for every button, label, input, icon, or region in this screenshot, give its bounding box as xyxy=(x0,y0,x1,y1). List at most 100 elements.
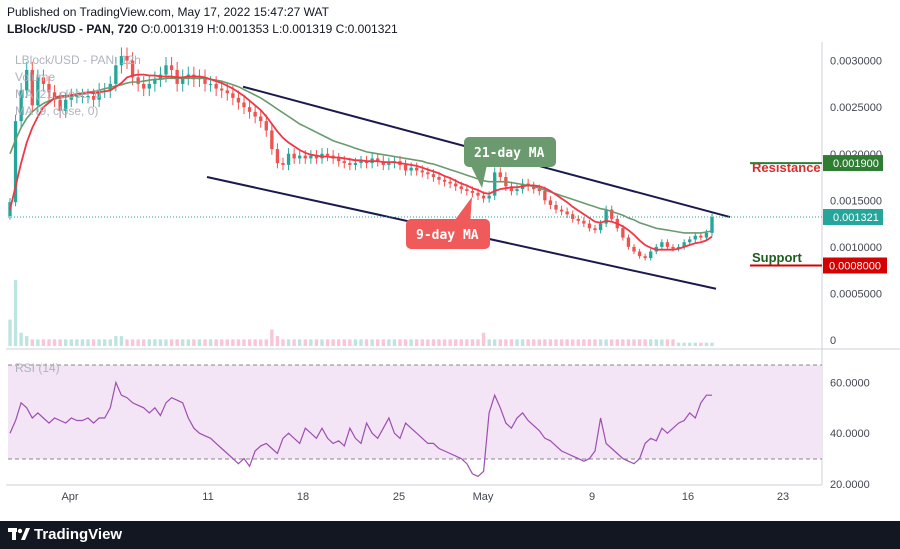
candle-body xyxy=(359,161,363,164)
volume-bar xyxy=(309,339,313,346)
volume-bar xyxy=(225,339,229,346)
candle-body xyxy=(548,200,553,205)
volume-bar xyxy=(626,339,631,346)
volume-bar xyxy=(476,339,480,346)
candle-body xyxy=(220,88,224,91)
overlay-ma21: MA (21, close, 0 xyxy=(15,87,101,101)
volume-bar xyxy=(197,339,202,346)
volume-bar xyxy=(520,339,525,346)
candle-body xyxy=(164,65,168,75)
candle-body xyxy=(682,242,686,247)
resistance-tag: 0.001900 xyxy=(823,155,883,172)
candle-body xyxy=(153,79,157,84)
candle-body xyxy=(593,228,597,231)
candle-body xyxy=(437,177,441,180)
volume-bar xyxy=(114,336,118,346)
candle-body xyxy=(80,96,85,98)
candle-body xyxy=(704,232,709,238)
candle-body xyxy=(442,179,447,182)
volume-bar xyxy=(481,332,486,346)
candle-body xyxy=(91,96,96,100)
price-axis: 0.00300000.00250000.00200000.00150000.00… xyxy=(830,56,882,347)
candle-body xyxy=(298,155,302,159)
ma9-line xyxy=(9,73,713,251)
volume-bar xyxy=(220,339,224,346)
candle-body xyxy=(86,96,90,98)
candle-body xyxy=(710,217,714,233)
rsi-axis: 60.0000 40.0000 20.0000 xyxy=(830,377,870,491)
volume-bar xyxy=(509,339,514,346)
overlay-symbol: LBlock/USD - PAN, 12h xyxy=(15,53,141,67)
candle-body xyxy=(409,167,413,171)
tradingview-logo[interactable]: TradingView xyxy=(8,526,122,543)
support-label: Support xyxy=(752,250,802,265)
volume-bar xyxy=(699,342,703,346)
volume-bar xyxy=(231,339,235,346)
volume-bar xyxy=(214,339,218,346)
ma21-line xyxy=(9,77,713,234)
volume-bar xyxy=(25,336,29,346)
volume-bar xyxy=(41,339,46,346)
volume-bar xyxy=(108,339,112,346)
price-tick-label: 0.0005000 xyxy=(830,288,882,300)
volume-bar xyxy=(153,339,157,346)
volume-bar xyxy=(632,339,636,346)
time-tick-label: 16 xyxy=(682,491,694,503)
candle-body xyxy=(493,172,497,196)
candle-body xyxy=(236,97,241,103)
support-tag-value: 0.0008000 xyxy=(829,261,881,273)
candle-body xyxy=(554,204,558,210)
candle-body xyxy=(47,83,51,93)
volume-bar xyxy=(158,339,163,346)
candle-body xyxy=(303,155,307,159)
ma21-callout: 21-day MA xyxy=(464,137,556,188)
candle-body xyxy=(19,90,23,122)
volume-bar xyxy=(247,339,252,346)
volume-bar xyxy=(587,339,592,346)
candle-body xyxy=(13,121,18,203)
candle-body xyxy=(337,158,341,162)
candle-body xyxy=(348,163,352,165)
candles xyxy=(8,47,714,261)
candle-body xyxy=(693,235,697,240)
candle-body xyxy=(671,246,675,249)
footer-bar: TradingView xyxy=(0,521,900,549)
candle-body xyxy=(481,195,486,199)
volume-bar xyxy=(442,339,447,346)
candle-body xyxy=(515,189,519,191)
volume-bar xyxy=(142,339,146,346)
candle-body xyxy=(25,69,29,91)
volume-bar xyxy=(130,339,135,346)
candle-body xyxy=(543,191,547,201)
candle-body xyxy=(214,83,218,89)
volume-bar xyxy=(236,339,241,346)
candle-body xyxy=(147,83,151,89)
candle-body xyxy=(565,211,569,215)
time-tick-label: 25 xyxy=(393,491,405,503)
candle-body xyxy=(97,90,101,100)
overlay-ma9: MA (9, close, 0) xyxy=(15,104,98,118)
candle-body xyxy=(325,153,330,156)
volume-bar xyxy=(470,339,475,346)
volume-bar xyxy=(364,339,369,346)
volume-bar xyxy=(593,339,597,346)
candle-body xyxy=(643,256,647,259)
rsi-tick-label: 60.0000 xyxy=(830,377,870,389)
candle-body xyxy=(208,83,213,85)
volume-bar xyxy=(203,339,207,346)
time-axis: Apr 11 18 25 May 9 16 23 xyxy=(61,491,789,503)
volume-bar xyxy=(465,339,469,346)
candle-body xyxy=(448,181,452,184)
volume-bar xyxy=(437,339,441,346)
volume-bar xyxy=(409,339,413,346)
candle-body xyxy=(130,60,135,78)
volume-bar xyxy=(532,339,536,346)
volume-bar xyxy=(208,339,213,346)
volume-bar xyxy=(487,339,491,346)
volume-bar xyxy=(259,339,263,346)
candle-body xyxy=(587,223,592,229)
volume-bar xyxy=(181,339,185,346)
volume-bar xyxy=(448,339,452,346)
candle-body xyxy=(181,77,185,84)
